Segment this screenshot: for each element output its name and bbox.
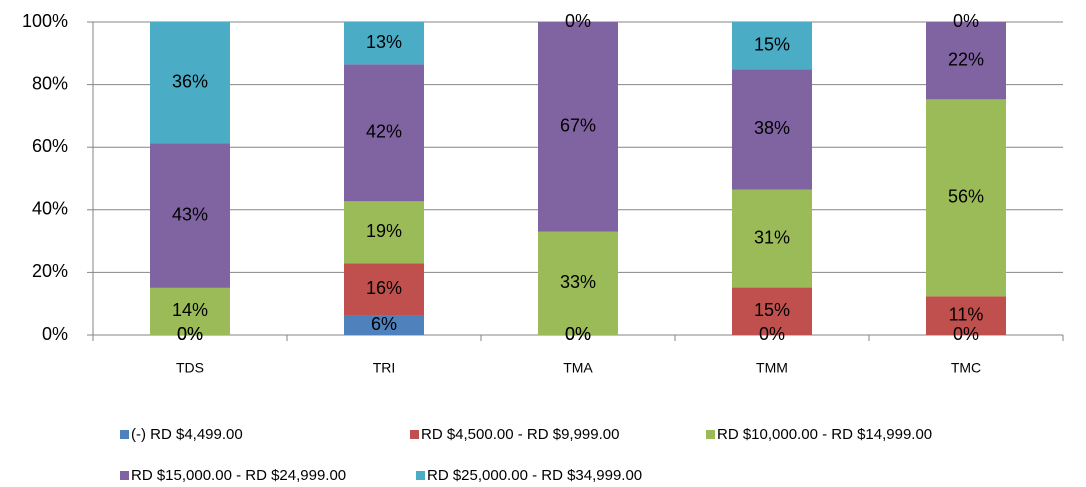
legend-swatch <box>120 471 129 480</box>
bar-segment <box>732 69 812 190</box>
bar-segment <box>732 189 812 288</box>
x-tick-label: TDS <box>176 360 204 376</box>
legend-label: RD $25,000.00 - RD $34,999.00 <box>427 467 642 484</box>
data-label: 0% <box>565 11 591 31</box>
data-label: 0% <box>759 324 785 344</box>
legend-label: RD $10,000.00 - RD $14,999.00 <box>717 426 932 443</box>
x-tick-label: TMM <box>756 360 788 376</box>
bar-segment <box>538 231 618 335</box>
data-label: 16% <box>366 278 402 298</box>
data-label: 22% <box>948 49 984 69</box>
legend-label: (-) RD $4,499.00 <box>131 426 243 443</box>
data-label: 67% <box>560 116 596 136</box>
bar-segment <box>150 22 230 144</box>
data-label: 0% <box>565 324 591 344</box>
data-label: 42% <box>366 122 402 142</box>
legend-label: RD $15,000.00 - RD $24,999.00 <box>131 467 346 484</box>
bar-segment <box>344 201 424 264</box>
data-label: 0% <box>953 11 979 31</box>
data-label: 33% <box>560 272 596 292</box>
data-label: 15% <box>754 34 790 54</box>
bar-segment <box>344 315 424 335</box>
data-label: 43% <box>172 204 208 224</box>
data-label: 15% <box>754 300 790 320</box>
y-tick-label: 0% <box>42 324 68 344</box>
data-label: 56% <box>948 187 984 207</box>
x-tick-label: TMC <box>951 360 981 376</box>
data-label: 11% <box>949 304 984 324</box>
legend-label: RD $4,500.00 - RD $9,999.00 <box>421 426 619 443</box>
data-label: 36% <box>172 71 208 91</box>
data-label: 6% <box>371 314 397 334</box>
legend-swatch <box>416 471 425 480</box>
y-tick-label: 80% <box>32 73 68 93</box>
x-tick-label: TRI <box>373 360 396 376</box>
y-tick-label: 40% <box>32 199 68 219</box>
bar-segment <box>538 22 618 232</box>
bar-segment <box>732 287 812 335</box>
bar-segment <box>344 22 424 65</box>
bar-segment <box>926 22 1006 100</box>
bar-segment <box>926 99 1006 297</box>
data-label: 0% <box>177 324 203 344</box>
data-label: 19% <box>366 221 402 241</box>
data-label: 13% <box>366 32 402 52</box>
bar-segment <box>344 64 424 202</box>
legend-swatch <box>120 430 129 439</box>
data-label: 38% <box>754 118 790 138</box>
y-tick-label: 100% <box>22 11 68 31</box>
bar-segment <box>732 22 812 70</box>
bar-segment <box>344 263 424 316</box>
bar-segment <box>926 296 1006 335</box>
data-label: 0% <box>953 324 979 344</box>
x-tick-label: TMA <box>563 360 593 376</box>
y-tick-label: 60% <box>32 136 68 156</box>
data-label: 31% <box>754 227 790 247</box>
data-label: 14% <box>172 300 208 320</box>
y-tick-label: 20% <box>32 261 68 281</box>
legend-swatch <box>410 430 419 439</box>
bar-segment <box>150 143 230 288</box>
data-label: 0% <box>177 324 203 344</box>
data-label: 0% <box>565 324 591 344</box>
bar-segment <box>150 287 230 335</box>
legend-swatch <box>706 430 715 439</box>
